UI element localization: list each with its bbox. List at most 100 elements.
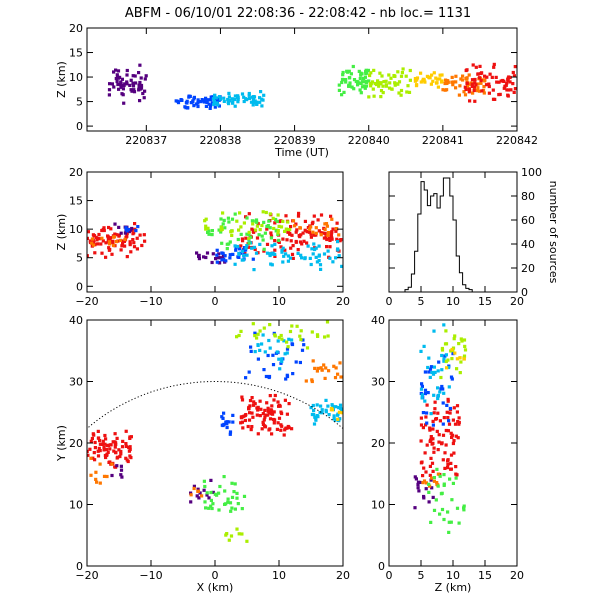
- scatter-point: [108, 242, 112, 246]
- y-tick-label: 30: [371, 376, 385, 389]
- y-tick-label: 10: [69, 499, 83, 512]
- scatter-point: [283, 398, 287, 402]
- scatter-point: [117, 87, 121, 91]
- scatter-point: [240, 532, 244, 536]
- scatter-point: [423, 388, 428, 392]
- scatter-point: [252, 230, 256, 234]
- scatter-point: [114, 240, 118, 244]
- scatter-point: [245, 253, 249, 257]
- scatter-point: [329, 214, 333, 218]
- scatter-point: [286, 345, 290, 349]
- scatter-point: [119, 248, 123, 252]
- scatter-point: [414, 84, 419, 88]
- scatter-point: [240, 395, 244, 399]
- scatter-point: [392, 74, 397, 78]
- scatter-point: [459, 77, 463, 81]
- scatter-point: [239, 225, 243, 229]
- scatter-point: [438, 474, 442, 478]
- scatter-point: [457, 521, 461, 525]
- scatter-point: [512, 74, 516, 78]
- panel-x-z: −20 −10 0 10 20 0 5 10 15 20 Z (km): [55, 166, 350, 308]
- scatter-point: [230, 217, 235, 221]
- scatter-point: [324, 366, 328, 370]
- scatter-point: [230, 481, 234, 485]
- scatter-point: [420, 393, 424, 397]
- scatter-point: [337, 406, 341, 410]
- scatter-point: [231, 252, 235, 256]
- scatter-point: [317, 229, 321, 233]
- scatter-point: [316, 415, 320, 419]
- scatter-point: [227, 95, 231, 99]
- scatter-point: [253, 247, 257, 251]
- scatter-point: [423, 80, 427, 84]
- scatter-point: [408, 78, 412, 82]
- scatter-point: [272, 398, 276, 402]
- scatter-point: [123, 237, 127, 241]
- scatter-point: [87, 254, 89, 258]
- y-tick-label: 15: [69, 195, 83, 208]
- scatter-point: [255, 413, 259, 417]
- scatter-point: [209, 490, 213, 495]
- scatter-point: [115, 464, 119, 468]
- scatter-point: [107, 246, 111, 250]
- scatter-point: [465, 68, 469, 72]
- x-axis-label: Time (UT): [274, 146, 329, 159]
- scatter-point: [108, 443, 112, 447]
- scatter-point: [87, 453, 90, 457]
- scatter-point: [449, 375, 454, 379]
- scatter-point: [288, 231, 292, 236]
- scatter-point: [229, 509, 233, 513]
- y-tick-label: 0: [521, 286, 528, 299]
- scatter-point: [101, 239, 105, 243]
- scatter-point: [131, 74, 135, 78]
- scatter-point: [422, 466, 426, 470]
- scatter-point: [387, 86, 392, 90]
- scatter-point: [425, 443, 429, 447]
- scatter-point: [271, 216, 275, 220]
- scatter-point: [341, 73, 345, 77]
- scatter-point: [325, 320, 330, 324]
- scatter-point: [454, 434, 458, 438]
- scatter-point: [404, 74, 408, 78]
- scatter-point: [451, 83, 455, 87]
- scatter-point: [291, 219, 296, 223]
- scatter-point: [439, 375, 443, 380]
- scatter-point: [262, 418, 266, 422]
- scatter-point: [196, 489, 200, 493]
- scatter-point: [206, 226, 210, 230]
- scatter-point: [93, 446, 97, 450]
- scatter-point: [250, 95, 254, 99]
- scatter-point: [131, 238, 135, 242]
- scatter-point: [319, 404, 323, 408]
- scatter-point: [430, 486, 434, 490]
- scatter-point: [252, 268, 256, 272]
- scatter-point: [277, 238, 281, 242]
- scatter-point: [230, 495, 235, 499]
- scatter-point: [480, 89, 484, 93]
- scatter-point: [462, 354, 467, 358]
- scatter-point: [244, 413, 248, 417]
- scatter-point: [399, 88, 404, 93]
- scatter-point: [222, 257, 226, 262]
- scatter-point: [120, 475, 124, 479]
- scatter-point: [424, 415, 428, 419]
- scatter-point: [124, 442, 128, 446]
- scatter-point: [453, 334, 457, 338]
- scatter-point: [300, 242, 304, 246]
- scatter-point: [349, 72, 353, 76]
- scatter-point: [120, 445, 125, 449]
- scatter-point: [319, 267, 323, 271]
- scatter-point: [420, 384, 424, 388]
- scatter-point: [221, 222, 225, 226]
- scatter-point: [441, 458, 445, 462]
- scatter-point: [298, 240, 303, 244]
- scatter-point: [464, 87, 468, 91]
- scatter-point: [309, 232, 313, 236]
- scatter-point: [114, 450, 118, 454]
- scatter-point: [102, 226, 106, 230]
- scatter-point: [319, 233, 323, 237]
- x-tick-label: 5: [418, 295, 425, 308]
- scatter-point: [276, 339, 280, 343]
- scatter-point: [267, 219, 271, 223]
- scatter-point: [273, 254, 277, 258]
